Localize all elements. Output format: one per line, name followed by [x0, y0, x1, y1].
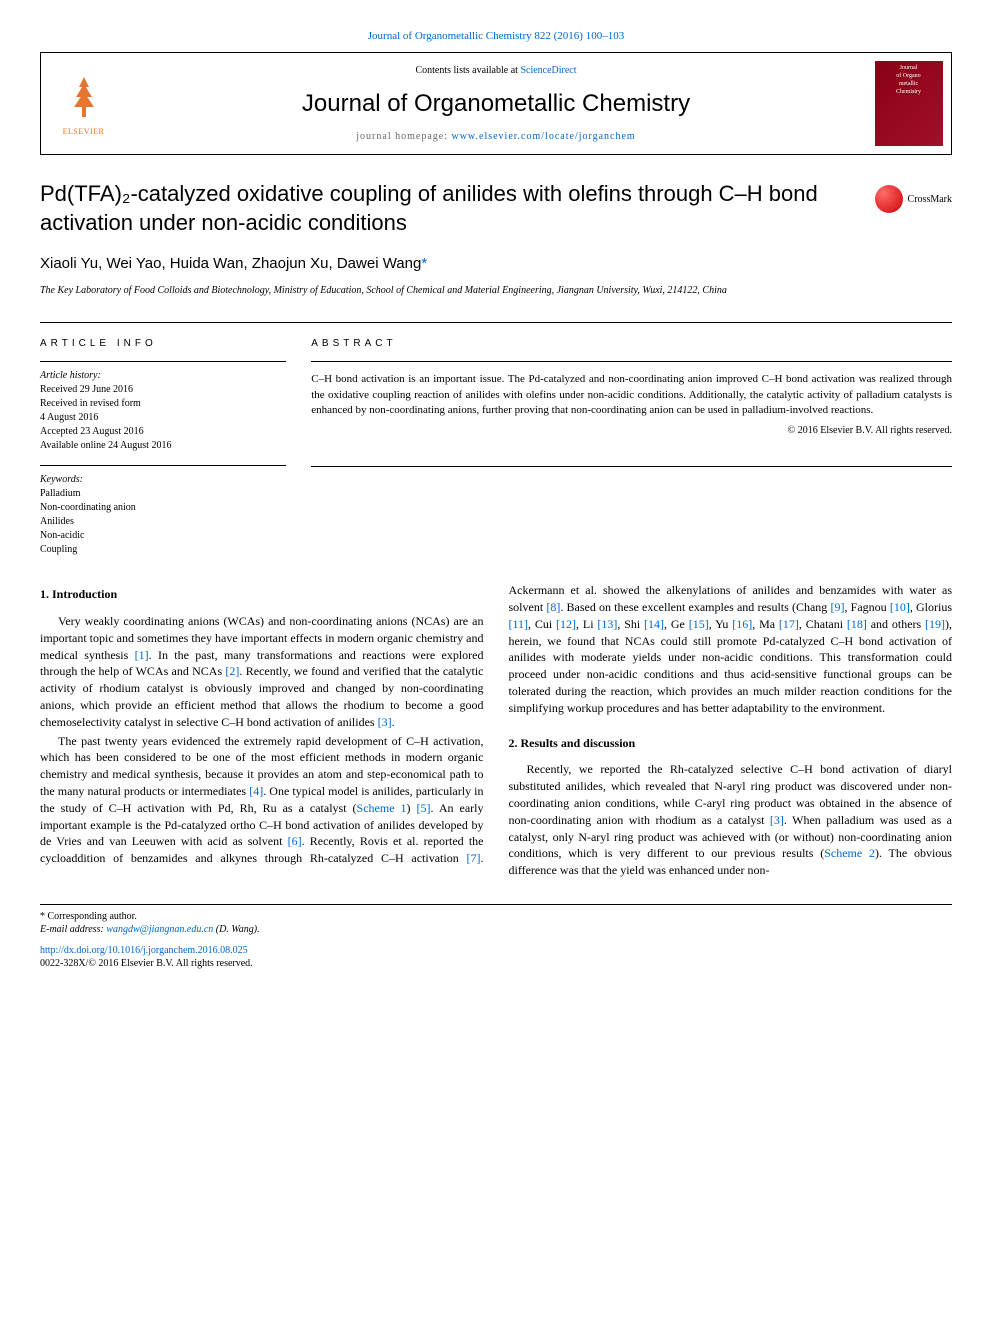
- journal-cover-area: Journal of Organo metallic Chemistry: [866, 53, 951, 154]
- introduction-heading: 1. Introduction: [40, 586, 484, 603]
- keyword-item: Palladium: [40, 487, 286, 501]
- ref-link[interactable]: [4]: [249, 784, 263, 798]
- ref-link[interactable]: [9]: [830, 600, 844, 614]
- ref-link[interactable]: [1]: [135, 648, 149, 662]
- crossmark-label: CrossMark: [908, 194, 952, 205]
- authors-line: Xiaoli Yu, Wei Yao, Huida Wan, Zhaojun X…: [40, 255, 952, 272]
- intro-paragraph-1: Very weakly coordinating anions (WCAs) a…: [40, 613, 484, 731]
- abstract-text: C–H bond activation is an important issu…: [311, 361, 952, 467]
- ref-link[interactable]: [14]: [644, 617, 664, 631]
- article-history: Article history: Received 29 June 2016 R…: [40, 361, 286, 453]
- scheme-link[interactable]: Scheme 2: [824, 846, 875, 860]
- keyword-item: Non-acidic: [40, 529, 286, 543]
- page-footer: * Corresponding author. E-mail address: …: [40, 904, 952, 969]
- citation-link[interactable]: Journal of Organometallic Chemistry 822 …: [368, 30, 624, 42]
- publisher-logo-area: ELSEVIER: [41, 53, 126, 154]
- results-heading: 2. Results and discussion: [509, 735, 953, 752]
- ref-link[interactable]: [15]: [689, 617, 709, 631]
- scheme-link[interactable]: Scheme 1: [357, 801, 407, 815]
- ref-link[interactable]: [17]: [779, 617, 799, 631]
- keywords-block: Keywords: Palladium Non-coordinating ani…: [40, 465, 286, 557]
- keyword-item: Anilides: [40, 515, 286, 529]
- contents-line: Contents lists available at ScienceDirec…: [136, 65, 856, 76]
- ref-link[interactable]: [13]: [597, 617, 617, 631]
- article-title: Pd(TFA)₂-catalyzed oxidative coupling of…: [40, 180, 855, 237]
- email-line: E-mail address: wangdw@jiangnan.edu.cn (…: [40, 924, 952, 935]
- ref-link[interactable]: [5]: [417, 801, 431, 815]
- keywords-label: Keywords:: [40, 474, 286, 485]
- accepted-date: Accepted 23 August 2016: [40, 425, 286, 439]
- article-info-heading: ARTICLE INFO: [40, 338, 286, 349]
- ref-link[interactable]: [19]: [925, 617, 945, 631]
- ref-link[interactable]: [3]: [770, 813, 784, 827]
- elsevier-tree-icon: [63, 72, 105, 127]
- ref-link[interactable]: [10]: [890, 600, 910, 614]
- journal-name: Journal of Organometallic Chemistry: [136, 90, 856, 118]
- citation-header: Journal of Organometallic Chemistry 822 …: [40, 30, 952, 42]
- crossmark-icon: [875, 185, 903, 213]
- ref-link[interactable]: [11]: [509, 617, 529, 631]
- ref-link[interactable]: [12]: [556, 617, 576, 631]
- doi-link[interactable]: http://dx.doi.org/10.1016/j.jorganchem.2…: [40, 945, 952, 956]
- corresponding-author-label: * Corresponding author.: [40, 911, 952, 922]
- history-label: Article history:: [40, 370, 286, 381]
- ref-link[interactable]: [3]: [378, 715, 392, 729]
- results-paragraph-1: Recently, we reported the Rh-catalyzed s…: [509, 761, 953, 879]
- revised-label: Received in revised form: [40, 397, 286, 411]
- journal-homepage-link[interactable]: www.elsevier.com/locate/jorganchem: [451, 131, 635, 142]
- abstract-copyright: © 2016 Elsevier B.V. All rights reserved…: [311, 424, 952, 438]
- affiliation: The Key Laboratory of Food Colloids and …: [40, 284, 952, 297]
- ref-link[interactable]: [8]: [546, 600, 560, 614]
- ref-link[interactable]: [6]: [288, 834, 302, 848]
- ref-link[interactable]: [16]: [732, 617, 752, 631]
- ref-link[interactable]: [2]: [225, 664, 239, 678]
- body-columns: 1. Introduction Very weakly coordinating…: [40, 582, 952, 879]
- received-date: Received 29 June 2016: [40, 383, 286, 397]
- journal-header-center: Contents lists available at ScienceDirec…: [126, 53, 866, 154]
- ref-link[interactable]: [18]: [847, 617, 867, 631]
- journal-header-box: ELSEVIER Contents lists available at Sci…: [40, 52, 952, 155]
- email-link[interactable]: wangdw@jiangnan.edu.cn: [106, 924, 213, 935]
- article-info-column: ARTICLE INFO Article history: Received 2…: [40, 338, 286, 557]
- journal-cover-thumbnail: Journal of Organo metallic Chemistry: [875, 61, 943, 146]
- keyword-item: Coupling: [40, 543, 286, 557]
- corresponding-marker: *: [421, 255, 427, 272]
- issn-copyright: 0022-328X/© 2016 Elsevier B.V. All right…: [40, 958, 952, 969]
- info-abstract-row: ARTICLE INFO Article history: Received 2…: [40, 322, 952, 557]
- elsevier-name: ELSEVIER: [63, 127, 105, 136]
- sciencedirect-link[interactable]: ScienceDirect: [520, 65, 576, 76]
- abstract-heading: ABSTRACT: [311, 338, 952, 349]
- crossmark-badge[interactable]: CrossMark: [875, 185, 952, 213]
- keyword-item: Non-coordinating anion: [40, 501, 286, 515]
- elsevier-logo: ELSEVIER: [63, 72, 105, 136]
- homepage-line: journal homepage: www.elsevier.com/locat…: [136, 131, 856, 142]
- abstract-column: ABSTRACT C–H bond activation is an impor…: [311, 338, 952, 557]
- online-date: Available online 24 August 2016: [40, 439, 286, 453]
- ref-link[interactable]: [7]: [467, 851, 481, 865]
- revised-date: 4 August 2016: [40, 411, 286, 425]
- title-row: Pd(TFA)₂-catalyzed oxidative coupling of…: [40, 180, 952, 237]
